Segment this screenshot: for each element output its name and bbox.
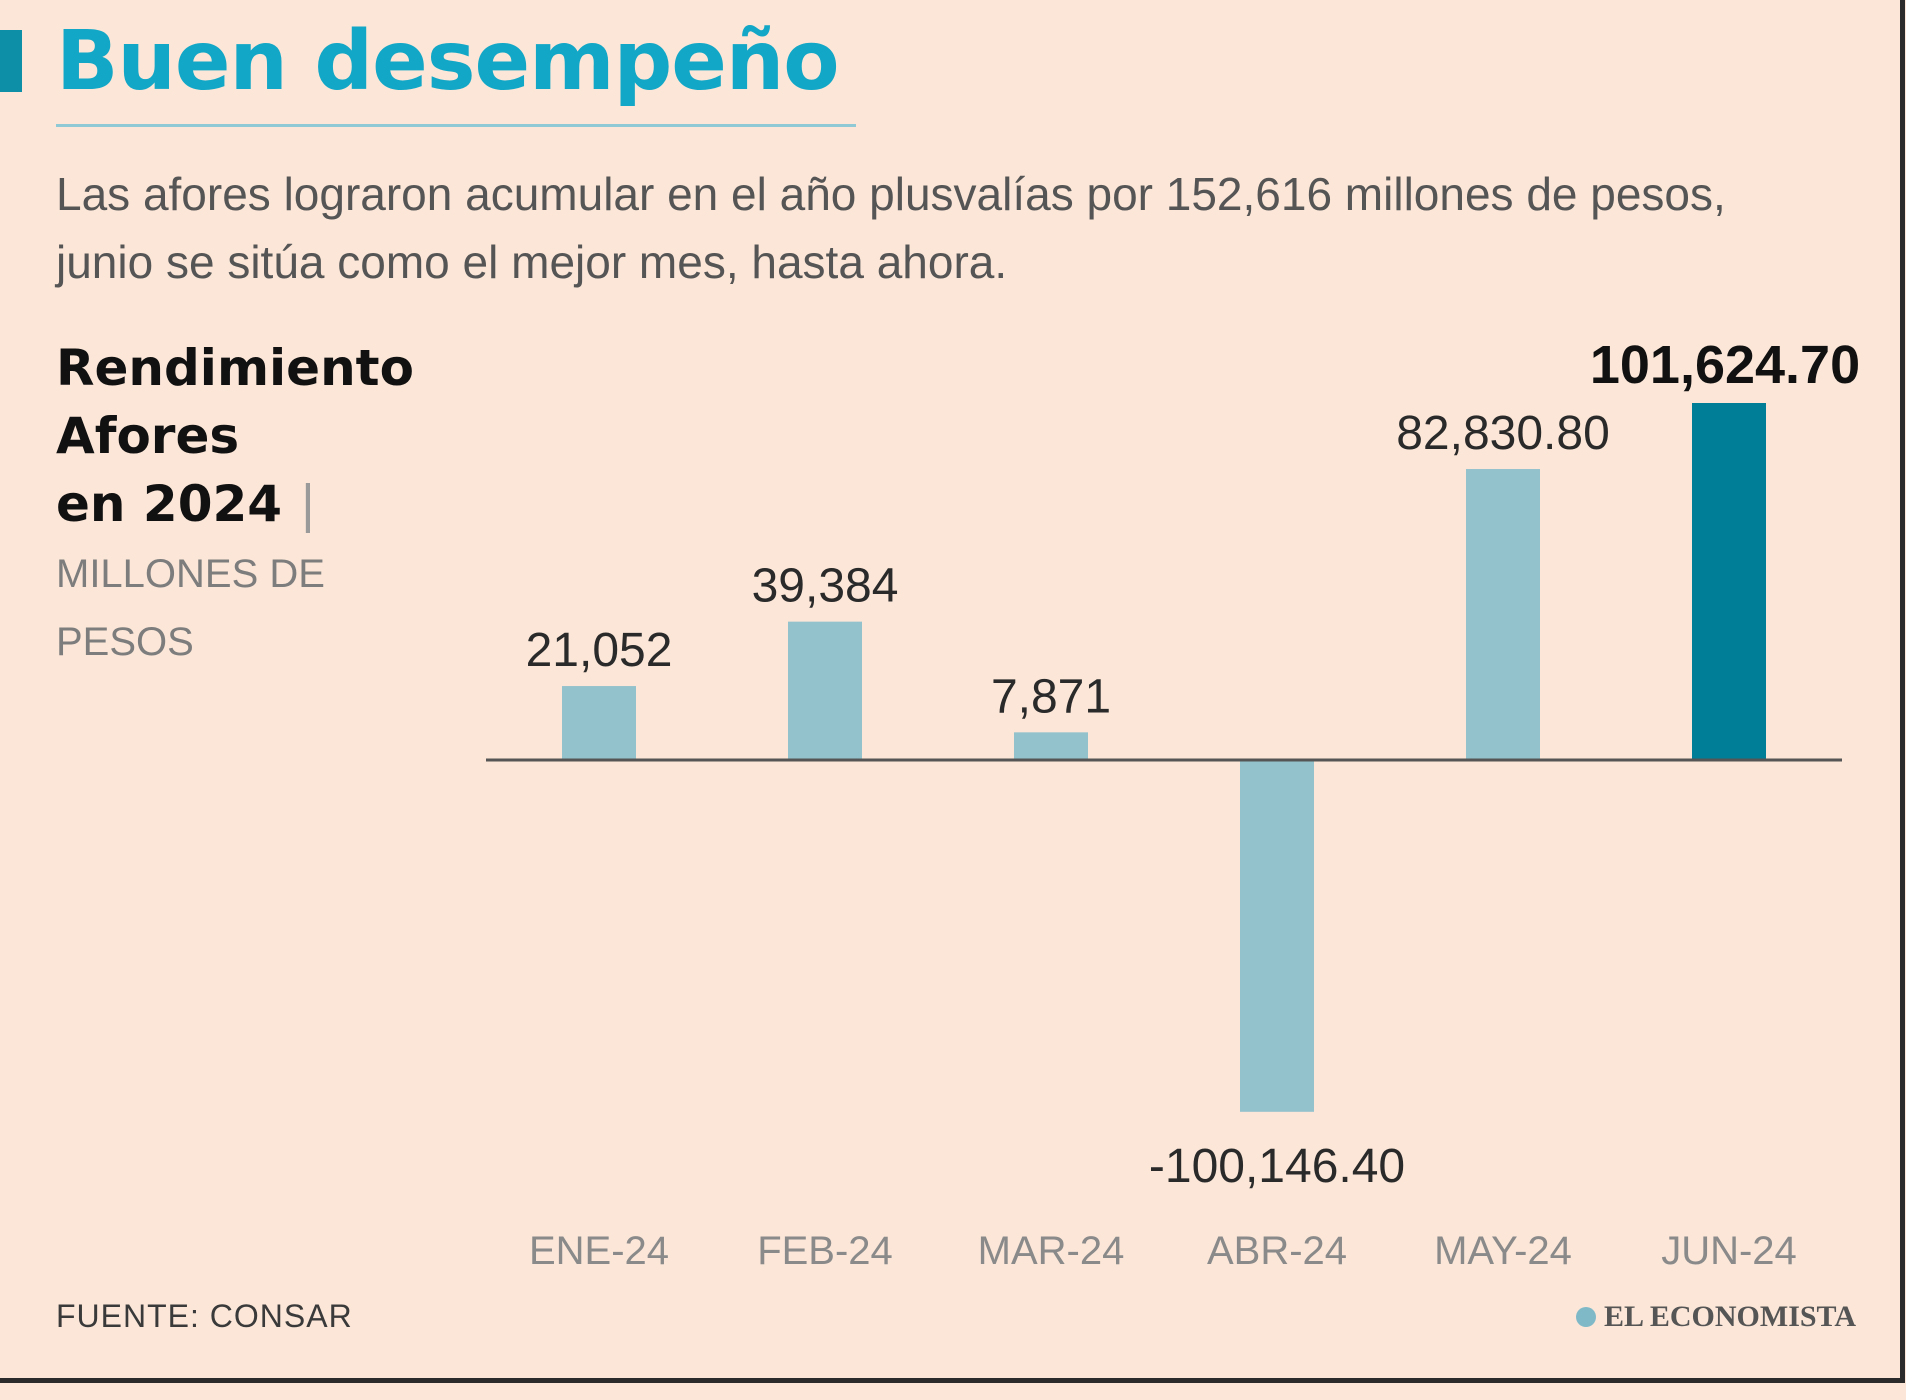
bar-abr-24 — [1240, 760, 1314, 1112]
source-note: FUENTE: CONSAR — [56, 1298, 353, 1334]
category-label-mar-24: MAR-24 — [978, 1229, 1125, 1273]
units-line-2: PESOS — [56, 620, 194, 664]
value-label-mar-24: 7,871 — [991, 670, 1111, 723]
page-subtitle: Las afores lograron acumular en el año p… — [56, 168, 1726, 288]
bar-ene-24 — [562, 686, 636, 760]
chart-title-line-3-wrap: en 2024 | — [56, 470, 414, 538]
page-title: Buen desempeño — [56, 14, 840, 109]
title-separator: | — [299, 475, 317, 533]
brand-logo: EL ECONOMISTA — [1576, 1300, 1856, 1334]
chart-title-line-1: Rendimiento — [56, 339, 414, 397]
category-label-may-24: MAY-24 — [1434, 1229, 1572, 1273]
chart-title-line-3: en 2024 — [56, 475, 283, 533]
value-label-feb-24: 39,384 — [752, 560, 899, 613]
brand-mark-icon — [1576, 1307, 1596, 1327]
title-accent-bar — [0, 30, 22, 92]
bar-feb-24 — [788, 621, 862, 760]
category-label-feb-24: FEB-24 — [757, 1229, 893, 1273]
brand-name: EL ECONOMISTA — [1604, 1300, 1856, 1333]
category-label-abr-24: ABR-24 — [1207, 1229, 1347, 1273]
bar-may-24 — [1466, 469, 1540, 760]
value-label-may-24: 82,830.80 — [1396, 407, 1610, 460]
title-divider — [56, 124, 856, 127]
value-label-jun-24: 101,624.70 — [1590, 335, 1860, 395]
units-line-1: MILLONES DE — [56, 552, 325, 596]
chart-title-line-2: Afores — [56, 407, 240, 465]
bar-jun-24 — [1692, 403, 1766, 760]
category-label-jun-24: JUN-24 — [1661, 1229, 1797, 1273]
chart-units: MILLONES DE PESOS — [56, 540, 356, 676]
bar-mar-24 — [1014, 732, 1088, 760]
chart-title: Rendimiento Afores en 2024 | — [56, 334, 414, 538]
value-label-ene-24: 21,052 — [526, 624, 673, 677]
category-label-ene-24: ENE-24 — [529, 1229, 669, 1273]
value-label-abr-24: -100,146.40 — [1149, 1140, 1405, 1193]
